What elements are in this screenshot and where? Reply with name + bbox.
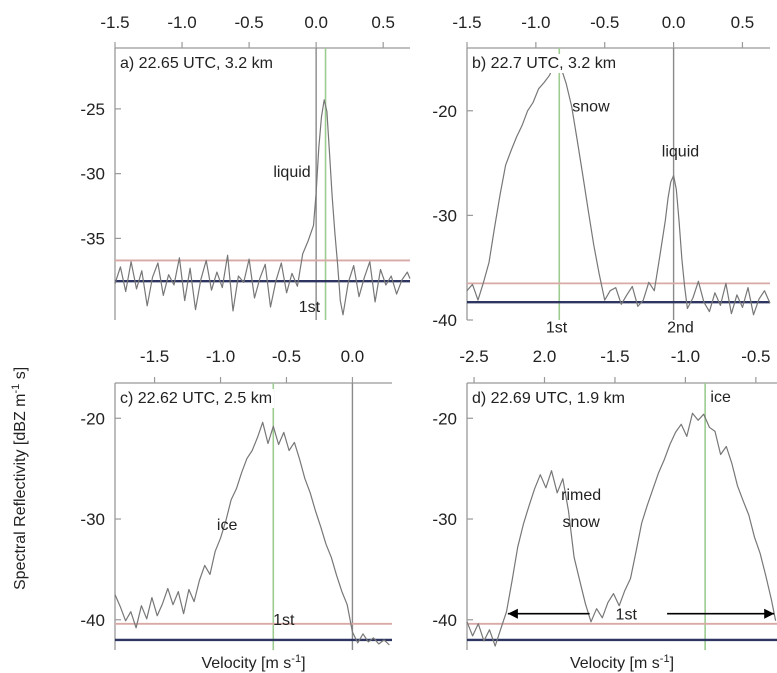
spectrum-line — [114, 421, 390, 646]
panel-title-background — [118, 54, 275, 73]
y-tick-label: -40 — [432, 611, 457, 630]
annotation-label: liquid — [273, 164, 310, 181]
range-arrow-head — [764, 608, 775, 619]
panel-title: d) 22.69 UTC, 1.9 km — [472, 390, 625, 407]
annotation-label: ice — [710, 389, 731, 406]
annotation-label: ice — [217, 517, 238, 534]
panel-title-background — [118, 389, 275, 408]
panel-title-background — [470, 389, 627, 408]
x-tick-label: 0.5 — [731, 13, 755, 32]
spectrum-line — [466, 59, 771, 316]
annotation-label: rimed — [561, 487, 601, 504]
y-tick-label: -30 — [80, 510, 105, 529]
annotation-label: snow — [562, 514, 600, 531]
y-tick-label: -30 — [80, 165, 105, 184]
x-tick-label: -1.5 — [100, 13, 129, 32]
y-tick-label: -25 — [80, 100, 105, 119]
x-tick-label: 0.5 — [371, 13, 395, 32]
y-tick-label: -30 — [432, 206, 457, 225]
x-tick-label: 2.0 — [533, 347, 557, 366]
x-tick-label: -0.5 — [234, 13, 263, 32]
annotation-label: 2nd — [667, 319, 694, 336]
annotation-label: 1st — [546, 319, 568, 336]
y-tick-label: -20 — [80, 409, 105, 428]
x-tick-label: 0.0 — [662, 13, 686, 32]
annotation-label: 1st — [299, 299, 321, 316]
panel-c: -1.5 -1.0 -0.5 0.0 -20 -30 -40 c) 22.62 UTC, 2.… — [80, 347, 392, 672]
annotation-label: 1st — [273, 612, 295, 629]
x-axis-title: Velocity [m s-1] — [570, 653, 674, 672]
panel-b: -1.5 -1.0 -0.5 0.0 0.5 -20 -30 -40 b) 22.7 UTC, … — [432, 13, 771, 336]
y-tick-label: -35 — [80, 229, 105, 248]
x-tick-label: -1.5 — [140, 347, 169, 366]
x-tick-label: -1.0 — [671, 347, 700, 366]
range-arrow-head — [507, 608, 518, 619]
annotation-label: 1st — [616, 607, 638, 624]
panel-a: -1.5 -1.0 -0.5 0.0 0.5 -25 -30 -35 a) 22.65 UTC,… — [80, 13, 411, 320]
panel-title: a) 22.65 UTC, 3.2 km — [120, 55, 273, 72]
annotation-label: snow — [572, 99, 610, 116]
x-tick-label: -1.0 — [167, 13, 196, 32]
y-tick-label: -20 — [432, 409, 457, 428]
panels-layer: -1.5 -1.0 -0.5 0.0 0.5 -25 -30 -35 a) 22.65 UTC,… — [80, 13, 777, 672]
x-tick-label: 0.0 — [341, 347, 365, 366]
y-tick-label: -30 — [432, 510, 457, 529]
panel-title-background — [470, 54, 619, 73]
y-axis-title: Spectral Reflectivity [dBZ m-1 s] — [10, 367, 29, 590]
x-tick-label: -2.5 — [459, 347, 488, 366]
x-tick-label: -0.5 — [272, 347, 301, 366]
annotation-label: liquid — [662, 144, 699, 161]
x-axis-title: Velocity [m s-1] — [201, 653, 305, 672]
x-tick-label: -1.5 — [600, 347, 629, 366]
y-tick-label: -40 — [432, 311, 457, 330]
x-tick-label: -1.0 — [206, 347, 235, 366]
x-tick-label: -0.5 — [741, 347, 770, 366]
y-tick-label: -20 — [432, 102, 457, 121]
x-tick-label: -1.5 — [452, 13, 481, 32]
panel-d: -2.5 2.0 -1.5 -1.0 -0.5 -20 -30 -40 d) 22.69 UTC… — [432, 347, 777, 672]
spectrum-line — [466, 412, 777, 647]
x-tick-label: 0.0 — [304, 13, 328, 32]
y-tick-label: -40 — [80, 611, 105, 630]
x-tick-label: -0.5 — [590, 13, 619, 32]
y-axis-title-group: Spectral Reflectivity [dBZ m-1 s] — [10, 367, 29, 590]
x-tick-label: -1.0 — [521, 13, 550, 32]
panel-title: c) 22.62 UTC, 2.5 km — [120, 390, 272, 407]
panel-title: b) 22.7 UTC, 3.2 km — [472, 55, 616, 72]
spectrum-line — [114, 99, 411, 316]
